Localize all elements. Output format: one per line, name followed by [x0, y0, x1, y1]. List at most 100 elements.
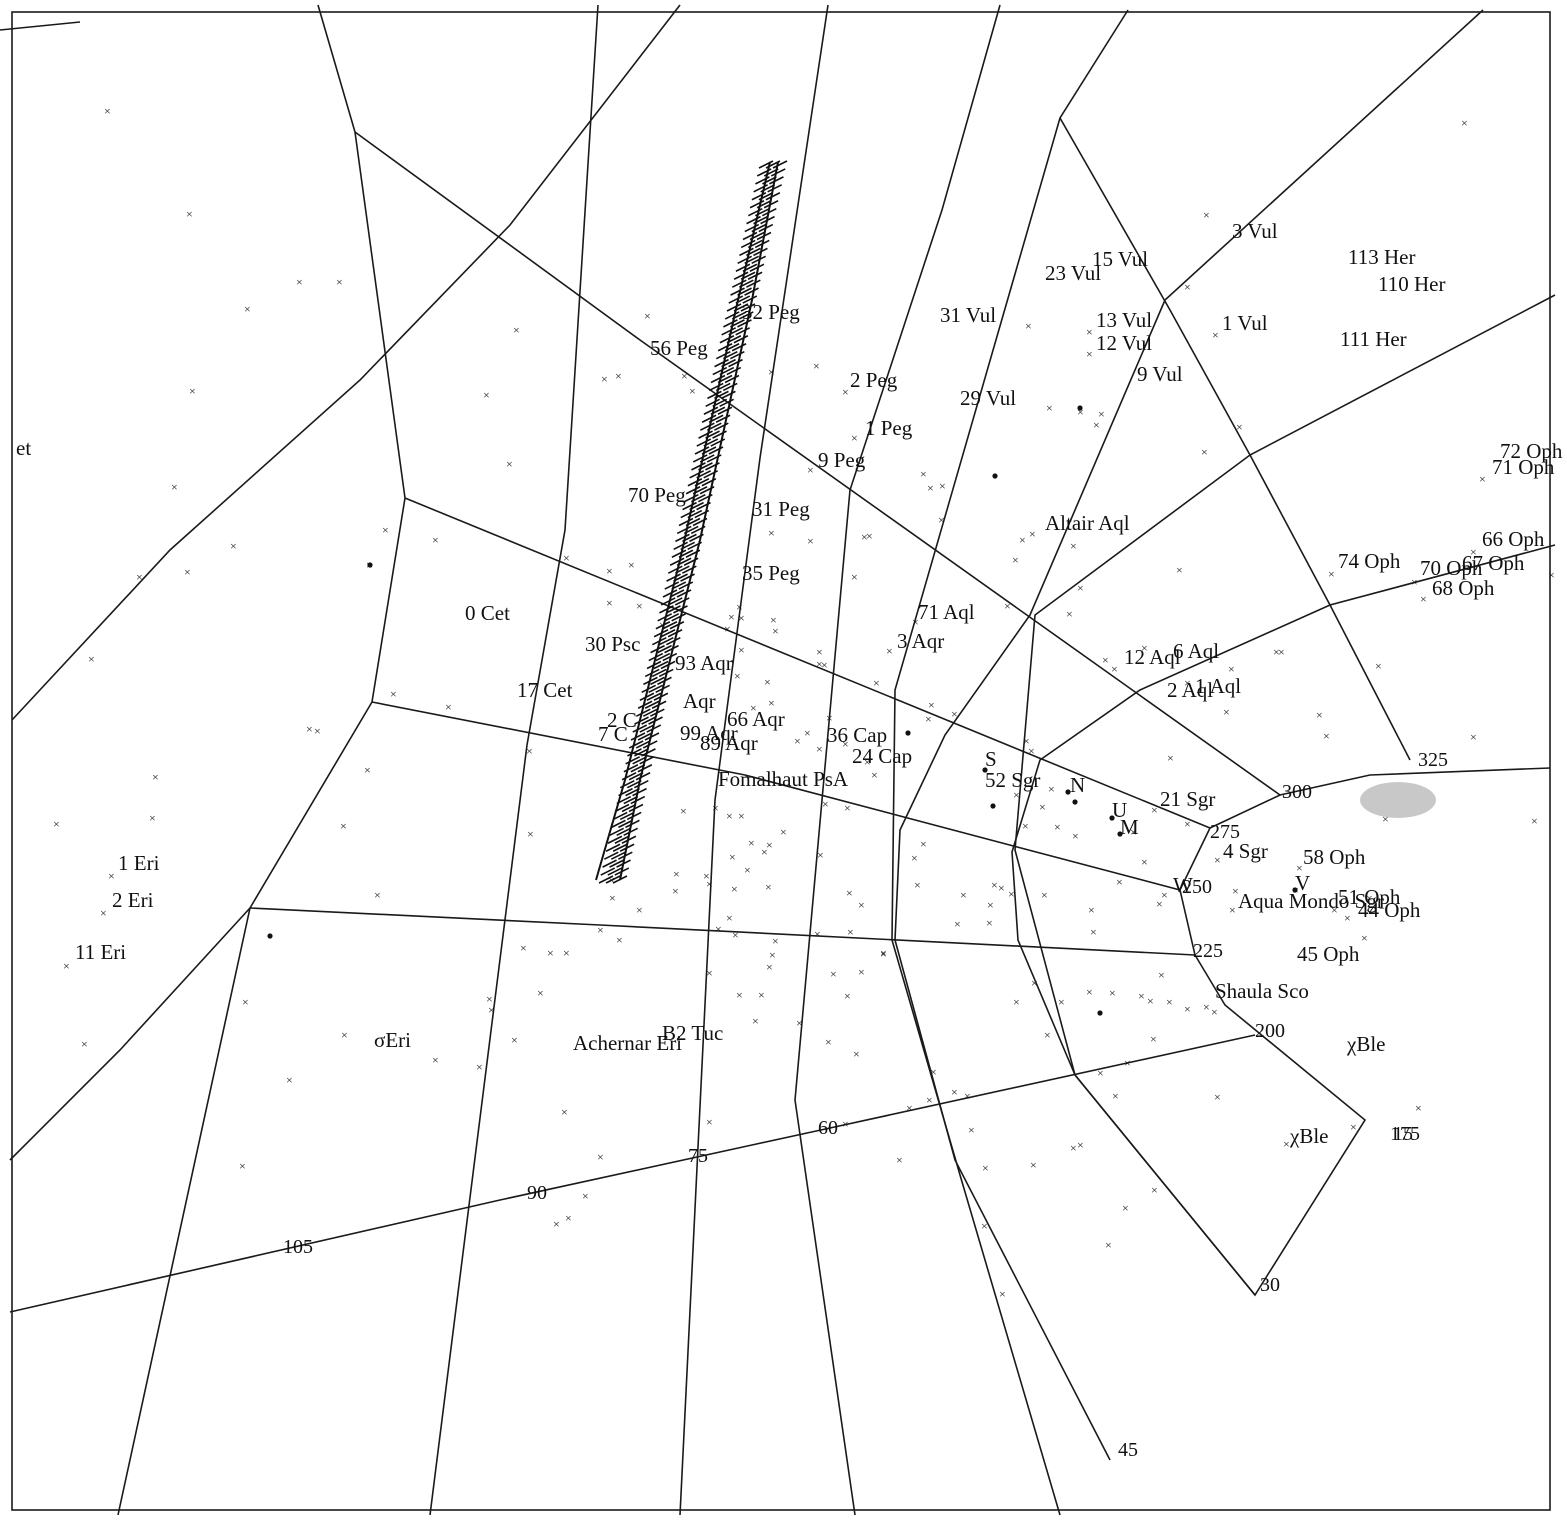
star-label: σEri	[374, 1028, 411, 1052]
track-stroke	[659, 605, 674, 614]
star-mark: ×	[844, 801, 851, 815]
star-dot	[1072, 799, 1078, 805]
track-stroke	[635, 708, 651, 717]
track-stroke	[719, 398, 735, 408]
star-mark: ×	[822, 797, 829, 811]
star-mark: ×	[1013, 788, 1020, 802]
track-stroke	[666, 605, 681, 614]
star-mark: ×	[1077, 581, 1084, 595]
star-mark: ×	[1331, 903, 1338, 917]
star-mark: ×	[768, 696, 775, 710]
star-mark: ×	[813, 359, 820, 373]
star-label: 67 Oph	[1462, 551, 1525, 575]
star-mark: ×	[734, 669, 741, 683]
star-dot	[1117, 831, 1123, 837]
track-stroke	[696, 438, 712, 447]
star-mark: ×	[483, 388, 490, 402]
star-mark: ×	[1029, 527, 1036, 541]
track-stroke	[639, 724, 655, 733]
star-label: 32 Peg	[742, 300, 800, 324]
star-mark: ×	[636, 599, 643, 613]
star-label: 3 Aqr	[897, 629, 944, 653]
star-mark: ×	[382, 523, 389, 537]
track-stroke	[770, 168, 786, 177]
star-label: Achernar Eri	[573, 1031, 682, 1055]
star-label: U	[1112, 798, 1127, 822]
star-mark: ×	[1130, 825, 1137, 839]
track-stroke	[713, 422, 729, 431]
grid-line-13	[371, 701, 1181, 891]
track-stroke	[632, 787, 647, 797]
star-mark: ×	[242, 995, 249, 1009]
star-mark: ×	[1229, 903, 1236, 917]
track-stroke	[698, 430, 713, 439]
track-stroke	[646, 692, 662, 701]
star-mark: ×	[296, 275, 303, 289]
track-stroke	[655, 652, 671, 662]
star-mark: ×	[825, 1035, 832, 1049]
star-label: 35 Peg	[742, 561, 800, 585]
star-label: V	[1295, 871, 1310, 895]
star-mark: ×	[715, 922, 722, 936]
track-stroke	[728, 358, 743, 368]
star-mark: ×	[171, 480, 178, 494]
star-mark: ×	[1013, 995, 1020, 1009]
grid-label: 105	[283, 1236, 313, 1258]
star-mark: ×	[537, 986, 544, 1000]
star-mark: ×	[1158, 968, 1165, 982]
star-mark: ×	[520, 941, 527, 955]
star-mark: ×	[736, 988, 743, 1002]
star-label: 30 Psc	[585, 632, 640, 656]
star-mark: ×	[636, 903, 643, 917]
star-label: 36 Cap	[827, 723, 887, 747]
star-mark: ×	[765, 880, 772, 894]
star-dot	[982, 767, 988, 773]
star-mark: ×	[1147, 994, 1154, 1008]
track-stroke	[733, 271, 749, 280]
star-label: 2 C	[607, 708, 637, 732]
star-label: 29 Vul	[960, 386, 1016, 410]
star-mark: ×	[488, 1003, 495, 1017]
star-mark: ×	[1070, 1141, 1077, 1155]
star-mark: ×	[1012, 553, 1019, 567]
track-stroke	[623, 764, 639, 773]
star-mark: ×	[927, 481, 934, 495]
star-dot	[992, 473, 998, 479]
track-stroke	[747, 207, 763, 217]
track-stroke	[717, 343, 733, 352]
star-mark: ×	[772, 934, 779, 948]
star-label: 99 Aqr	[680, 721, 738, 745]
track-stroke	[676, 589, 692, 598]
star-mark: ×	[1203, 1000, 1210, 1014]
track-stroke	[600, 867, 616, 876]
star-mark: ×	[1041, 888, 1048, 902]
track-stroke	[740, 239, 756, 249]
star-mark: ×	[732, 928, 739, 942]
star-mark: ×	[63, 959, 70, 973]
star-mark: ×	[1203, 208, 1210, 222]
track-stroke	[712, 430, 727, 439]
grid-line-15	[9, 907, 251, 1161]
star-mark: ×	[1086, 985, 1093, 999]
star-mark: ×	[1054, 820, 1061, 834]
star-mark: ×	[1411, 575, 1418, 589]
track-stroke	[682, 501, 697, 511]
star-mark: ×	[968, 1123, 975, 1137]
track-stroke	[767, 184, 783, 193]
track-stroke	[632, 756, 648, 765]
star-mark: ×	[149, 811, 156, 825]
track-stroke	[632, 724, 648, 733]
star-label: 1 Vul	[1222, 311, 1268, 335]
star-mark: ×	[341, 1028, 348, 1042]
track-stroke	[744, 287, 759, 296]
track-stroke	[635, 740, 651, 749]
star-mark: ×	[374, 888, 381, 902]
star-label: et	[16, 436, 31, 460]
star-mark: ×	[880, 946, 887, 960]
grid-label: 60	[818, 1117, 838, 1139]
track-stroke	[637, 700, 653, 709]
track-stroke	[676, 525, 692, 535]
star-mark: ×	[748, 836, 755, 850]
star-mark: ×	[964, 1089, 971, 1103]
grid-label: 15	[1393, 1123, 1413, 1145]
